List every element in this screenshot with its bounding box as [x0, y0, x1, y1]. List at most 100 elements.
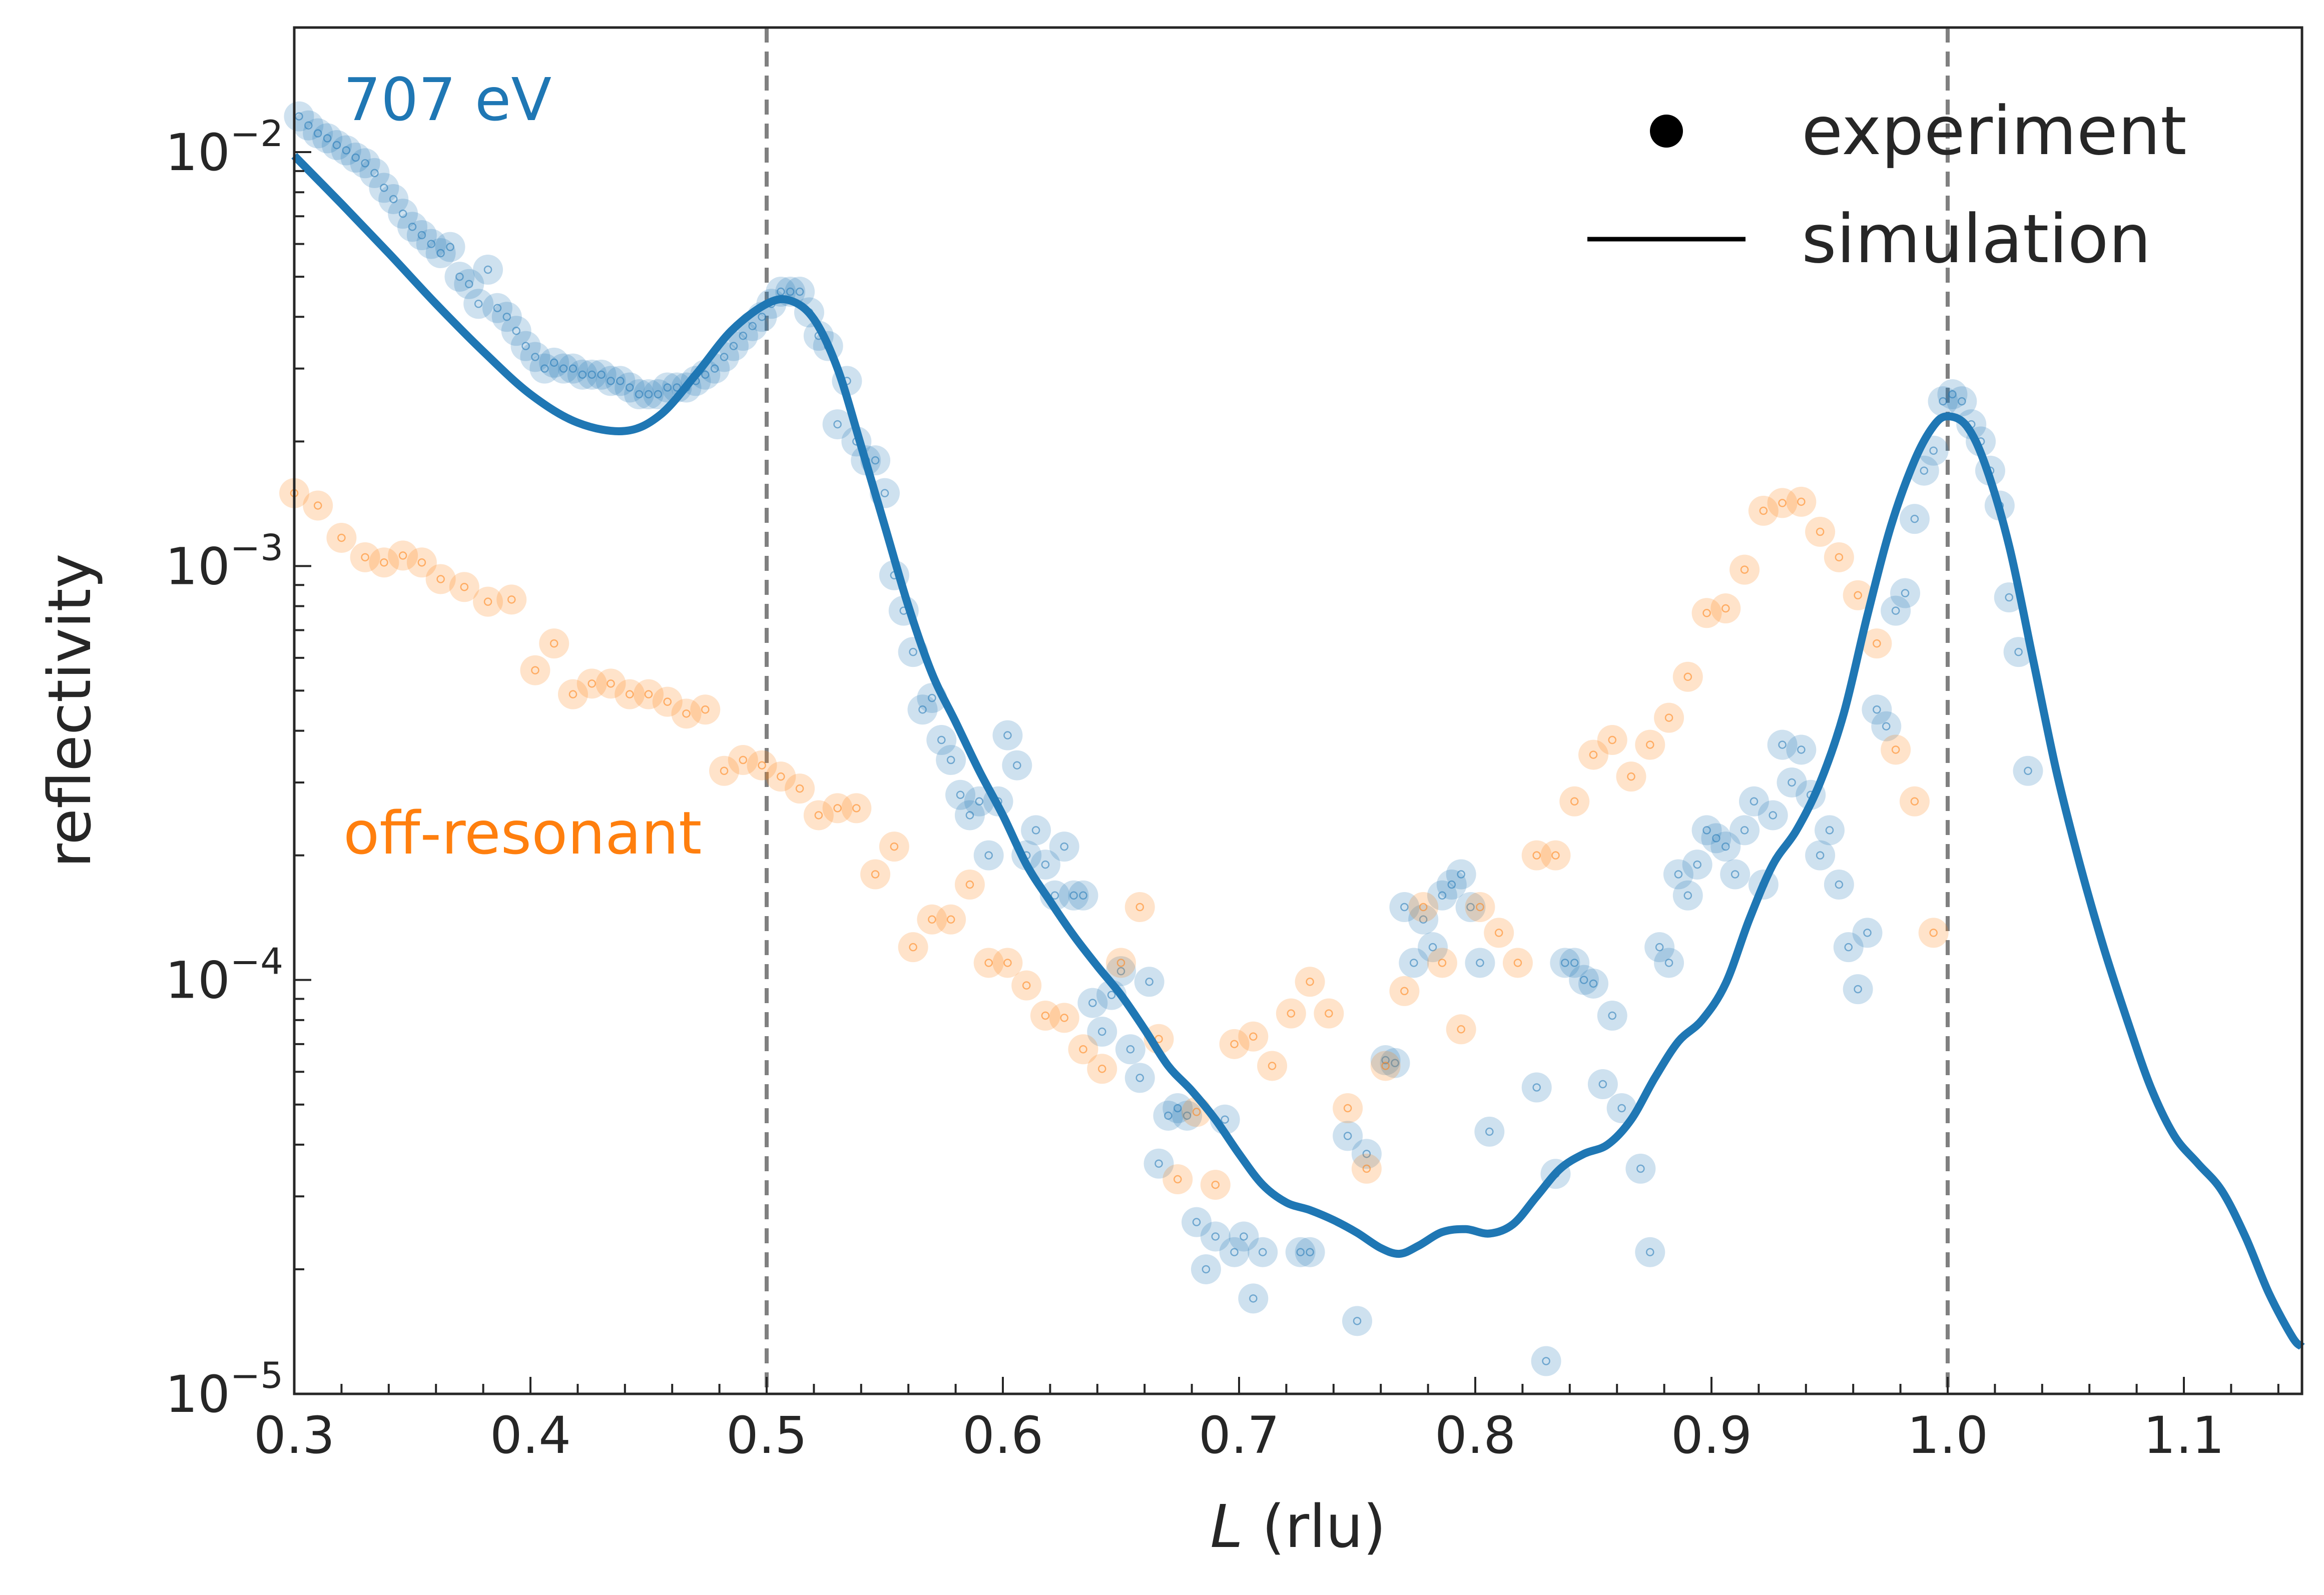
- data-point-center: [1636, 1164, 1645, 1173]
- data-point-center: [1221, 1115, 1229, 1124]
- data-point-center: [1570, 797, 1579, 806]
- data-point-center: [483, 597, 492, 606]
- data-point: [1587, 1069, 1618, 1100]
- data-point-marker: [1502, 948, 1533, 978]
- data-point-marker: [634, 679, 664, 709]
- data-point-marker: [378, 184, 409, 214]
- data-point-marker: [1200, 1221, 1231, 1252]
- data-point-marker: [1899, 786, 1930, 817]
- data-point: [1465, 948, 1495, 978]
- data-point-center: [1494, 929, 1503, 937]
- data-point-center: [2024, 766, 2032, 775]
- data-point: [709, 755, 740, 786]
- data-point: [1087, 1054, 1117, 1084]
- data-point: [624, 379, 655, 410]
- data-point-marker: [1058, 880, 1089, 911]
- data-point-marker: [1408, 892, 1439, 922]
- data-point-center: [1721, 842, 1730, 851]
- data-point-center: [871, 456, 880, 465]
- data-point: [1559, 948, 1590, 978]
- data-point-marker: [1087, 1054, 1117, 1084]
- data-point-center: [1041, 860, 1050, 869]
- data-point-marker: [1956, 409, 1987, 440]
- data-point-center: [1882, 722, 1891, 730]
- data-point-center: [465, 280, 473, 289]
- data-point: [567, 359, 598, 390]
- data-point-center: [1154, 1159, 1163, 1168]
- data-point-marker: [596, 668, 626, 699]
- data-point-center: [521, 342, 530, 350]
- data-point-center: [1683, 672, 1692, 681]
- data-point-center: [1561, 959, 1569, 967]
- annotation-off-resonant: off-resonant: [343, 799, 702, 868]
- data-point-center: [1532, 851, 1541, 860]
- data-point: [406, 547, 437, 578]
- data-point: [435, 232, 465, 262]
- data-point: [1521, 840, 1552, 871]
- data-point-center: [937, 735, 946, 744]
- data-point: [1068, 1034, 1098, 1065]
- data-point-marker: [463, 289, 494, 319]
- data-point-center: [417, 231, 426, 240]
- data-point-marker: [1777, 767, 1807, 798]
- plot-frame: [293, 26, 2303, 1395]
- data-point-center: [1542, 1357, 1550, 1365]
- data-point-marker: [1843, 974, 1873, 1005]
- data-point-marker: [1351, 1139, 1382, 1169]
- data-point-marker: [1805, 840, 1836, 871]
- data-point: [1881, 734, 1911, 765]
- data-point-center: [455, 272, 464, 281]
- data-point-center: [928, 693, 936, 702]
- data-point-marker: [501, 316, 531, 346]
- data-point-center: [1211, 1180, 1220, 1189]
- data-point-center: [540, 364, 549, 373]
- data-point-center: [1457, 1025, 1465, 1034]
- data-point-center: [1097, 1065, 1106, 1073]
- data-point: [1843, 974, 1873, 1005]
- data-point-center: [1230, 1248, 1239, 1256]
- data-point: [359, 158, 390, 188]
- data-point-center: [1891, 606, 1900, 615]
- x-tick-label: 1.0: [1907, 1406, 1988, 1465]
- data-point: [1030, 1000, 1060, 1031]
- data-point: [822, 793, 853, 824]
- x-tick-label: 0.5: [726, 1406, 807, 1465]
- data-point: [1947, 386, 1977, 417]
- data-point-center: [946, 755, 955, 764]
- data-point-marker: [1021, 815, 1051, 846]
- data-point-center: [313, 501, 322, 510]
- data-point: [1106, 948, 1136, 978]
- data-point-center: [1929, 929, 1938, 937]
- data-point-marker: [1720, 859, 1751, 890]
- data-point-marker: [634, 379, 664, 410]
- data-point-marker: [1738, 786, 1769, 817]
- data-point: [634, 679, 664, 709]
- data-point: [1672, 661, 1703, 692]
- data-point: [1597, 725, 1627, 755]
- data-point-marker: [1881, 595, 1911, 626]
- data-point: [1011, 970, 1042, 1001]
- data-point-marker: [473, 586, 503, 617]
- data-point-marker: [1446, 859, 1476, 890]
- data-point-center: [1135, 903, 1144, 912]
- data-point-center: [710, 364, 719, 373]
- data-point: [1257, 1051, 1288, 1081]
- data-point: [1295, 1237, 1325, 1267]
- data-point: [397, 212, 427, 242]
- data-point-center: [1948, 390, 1957, 399]
- data-point: [1635, 1237, 1665, 1267]
- data-point: [1106, 956, 1136, 987]
- data-point: [473, 586, 503, 617]
- data-point-marker: [1229, 1221, 1259, 1252]
- data-point: [369, 173, 399, 203]
- data-point-center: [1721, 604, 1730, 613]
- data-point: [1077, 988, 1108, 1018]
- data-point: [1219, 1237, 1250, 1267]
- data-point-marker: [586, 359, 617, 390]
- data-point-marker: [785, 773, 815, 804]
- data-point-center: [502, 313, 511, 321]
- data-point-marker: [1163, 1093, 1193, 1123]
- data-point: [605, 366, 636, 396]
- data-point-marker: [1540, 840, 1571, 871]
- data-point-marker: [482, 293, 512, 323]
